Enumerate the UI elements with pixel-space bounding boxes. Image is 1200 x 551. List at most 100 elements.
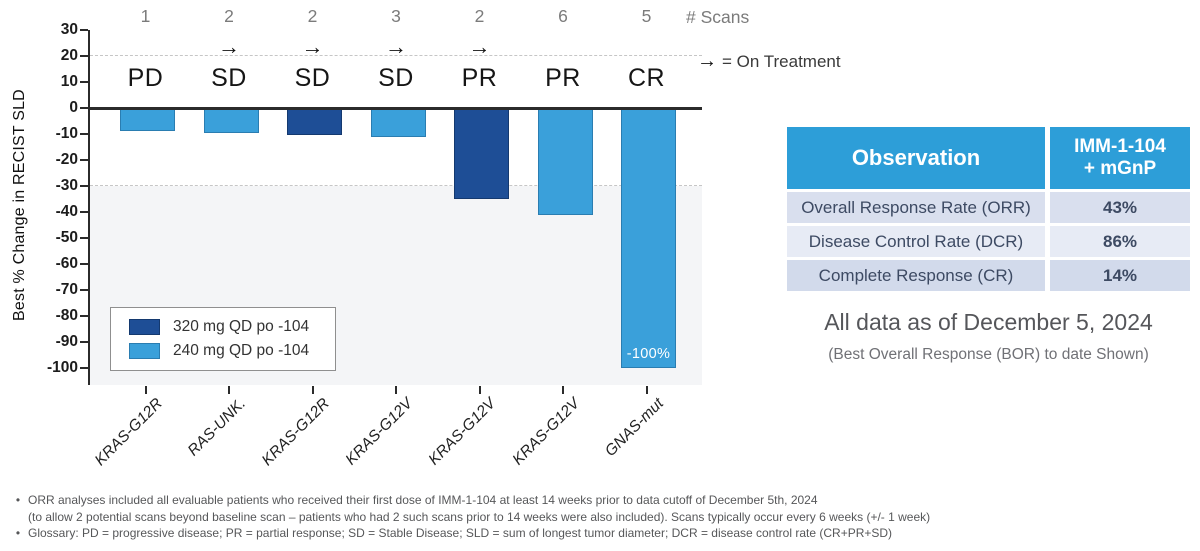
y-tick-label: -50 [55, 229, 78, 246]
footnote-text: ORR analyses included all evaluable pati… [28, 493, 818, 507]
x-axis-label: GNAS-mut [601, 395, 667, 461]
legend-label: 320 mg QD po -104 [173, 318, 310, 335]
y-tick-label: -20 [55, 151, 78, 168]
on-treatment-label: = On Treatment [722, 52, 841, 71]
table-row: Overall Response Rate (ORR) 43% [787, 192, 1190, 223]
patient-bar: -100% [621, 108, 676, 368]
x-tick-mark [562, 386, 564, 394]
on-treatment-arrow-icon: → [385, 34, 407, 59]
on-treatment-arrow-icon: → [468, 34, 491, 59]
legend-swatch [129, 319, 160, 335]
y-tick-mark [80, 107, 88, 109]
footnote-item: • ORR analyses included all evaluable pat… [8, 492, 1193, 509]
response-label: PD [127, 64, 164, 92]
row-label: Overall Response Rate (ORR) [787, 192, 1045, 223]
x-axis-label: KRAS-G12V [509, 395, 584, 469]
y-tick-label: 20 [60, 47, 78, 64]
legend-swatch [129, 343, 160, 359]
footnote-bullet: • [15, 526, 21, 540]
row-value: 43% [1050, 192, 1190, 223]
x-tick-mark [311, 386, 314, 394]
results-table: Observation IMM-1-104 + mGnP Overall Resp… [787, 127, 1190, 294]
table-body: Overall Response Rate (ORR) 43% Disease Co… [787, 192, 1190, 291]
y-tick-label: -90 [55, 333, 78, 350]
response-label: PR [545, 64, 581, 92]
table-row: Disease Control Rate (DCR) 86% [787, 226, 1190, 257]
scan-count: 1 [140, 6, 151, 26]
footnote-bullet: • [15, 493, 21, 507]
scan-count: 3 [391, 6, 401, 26]
bar-value-label: -100% [626, 346, 671, 362]
legend-item: 240 mg QD po -104 [129, 342, 335, 360]
arrow-icon: → [697, 50, 717, 72]
y-tick-mark [80, 133, 88, 135]
response-label: SD [211, 64, 247, 92]
y-tick-mark [80, 185, 88, 187]
y-tick-label: 10 [60, 73, 78, 90]
table-header-arm-line: IMM-1-104 [1074, 136, 1166, 157]
waterfall-chart: 30 20 10 0 -10 -20 -30 -40 -50 -60 -70 -80 -90 -100 -1… [47, 21, 702, 385]
footnotes: • ORR analyses included all evaluable pat… [8, 492, 1193, 542]
y-tick-mark [80, 341, 88, 343]
y-tick-label: -10 [55, 125, 78, 142]
x-axis-label: KRAS-G12R [258, 395, 333, 470]
y-tick-label: -80 [55, 307, 78, 324]
y-tick-label: -40 [55, 203, 78, 220]
x-tick-mark [478, 386, 481, 394]
patient-bar [537, 108, 593, 215]
scan-count: 2 [474, 6, 485, 26]
response-label: SD [294, 64, 331, 92]
footnote-item: • Glossary: PD = progressive disease; PR … [8, 525, 1193, 542]
on-treatment-legend: → = On Treatment [697, 50, 841, 73]
table-header-row: Observation IMM-1-104 + mGnP [787, 127, 1190, 189]
on-treatment-arrow-icon: → [218, 34, 240, 59]
footnote-text: (to allow 2 potential scans beyond basel… [28, 509, 931, 524]
response-label: SD [378, 64, 414, 92]
y-tick-mark [80, 289, 88, 291]
x-axis-label: KRAS-G12V [425, 395, 500, 469]
y-tick-mark [80, 159, 88, 161]
y-tick-mark [80, 81, 88, 83]
patient-bar [120, 108, 175, 132]
data-cutoff-note: All data as of December 5, 2024 [824, 309, 1153, 335]
patient-bar [454, 108, 509, 199]
x-tick-mark [228, 386, 230, 394]
y-tick-mark [80, 263, 88, 265]
zero-line [90, 106, 702, 110]
y-tick-label: 0 [69, 99, 78, 116]
row-value: 86% [1050, 226, 1190, 257]
scan-count: 2 [224, 6, 234, 26]
y-tick-label: -60 [55, 255, 78, 272]
y-tick-mark [80, 211, 88, 213]
y-tick-mark [80, 29, 88, 31]
row-label: Complete Response (CR) [787, 260, 1045, 291]
footnote-item: •(to allow 2 potential scans beyond base… [8, 509, 1193, 526]
bor-note: (Best Overall Response (BOR) to date Sho… [828, 346, 1149, 363]
legend-label: 240 mg QD po -104 [173, 342, 310, 359]
table-header-arm-line: + mGnP [1083, 158, 1157, 179]
table-row: Complete Response (CR) 14% [787, 260, 1190, 291]
x-axis-label: RAS-UNK. [184, 395, 250, 460]
response-label: PR [461, 64, 498, 92]
dose-legend-box: 320 mg QD po -104 240 mg QD po -104 [110, 307, 336, 371]
x-tick-mark [395, 386, 397, 394]
y-tick-label: 30 [60, 21, 78, 38]
y-tick-mark [80, 367, 88, 369]
y-tick-mark [80, 237, 88, 239]
table-header-observation: Observation [787, 127, 1045, 189]
scan-count: 2 [307, 6, 318, 26]
scans-header-label: # Scans [686, 7, 750, 27]
legend-item: 320 mg QD po -104 [129, 318, 335, 336]
row-value: 14% [1050, 260, 1190, 291]
x-tick-mark [645, 386, 648, 394]
y-tick-mark [80, 315, 88, 317]
table-header-arm: IMM-1-104 + mGnP [1050, 127, 1190, 189]
response-label: CR [627, 64, 666, 92]
dashed-gridline [90, 55, 702, 56]
y-axis-title: Best % Change in RECIST SLD [11, 89, 28, 321]
patient-bar [203, 108, 259, 133]
scan-count: 6 [558, 6, 568, 26]
x-axis-label: KRAS-G12V [342, 395, 417, 469]
footnote-text: Glossary: PD = progressive disease; PR =… [28, 526, 893, 540]
